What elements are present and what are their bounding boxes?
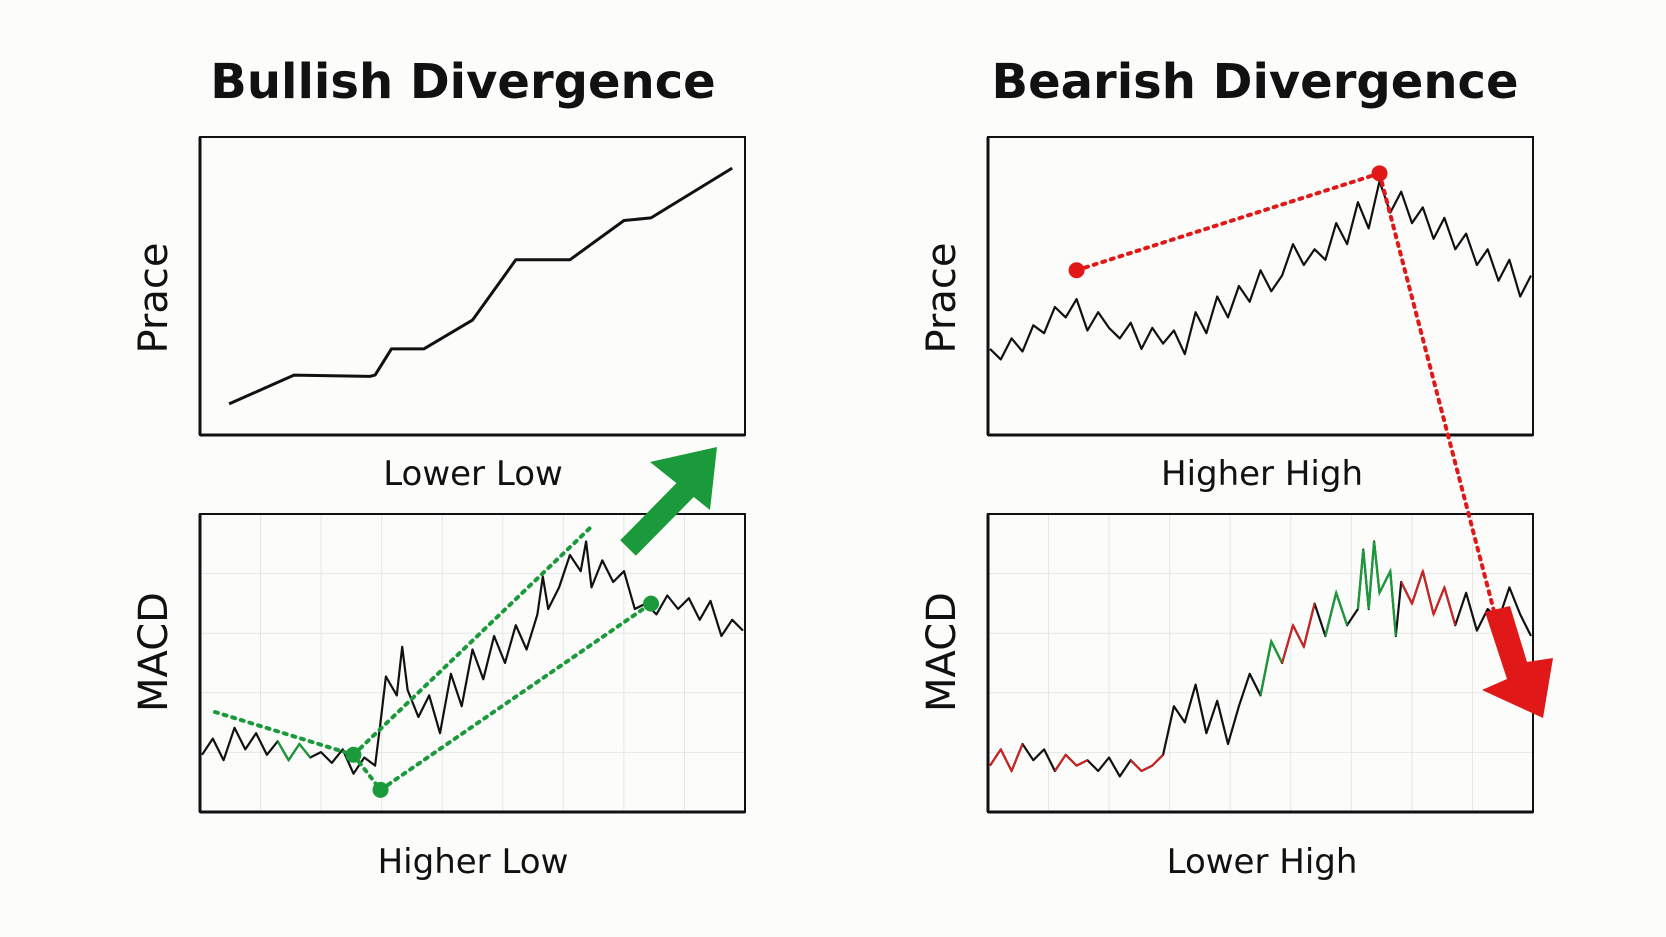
bullish-pivot-point [643,595,660,612]
bullish-divergence-line [378,601,654,792]
plot-frame [987,136,1534,436]
bullish-divergence-line [351,526,592,757]
divergence-annotations [213,165,1553,798]
macd-highlight-segment [989,743,1024,774]
arrow-down-icon [1482,606,1553,718]
bullish-price-xlabel: Lower Low [383,454,563,494]
bearish-divergence-line [1074,171,1382,273]
plot-frame [987,513,1534,813]
bearish-price-plot [986,136,1534,437]
bullish-pivot-point [345,746,362,763]
bullish-macd-ylabel: MACD [131,592,177,712]
bearish-title: Bearish Divergence [991,54,1518,110]
bearish-macd-ylabel: MACD [919,592,965,712]
bearish-price-xlabel: Higher High [1161,454,1363,494]
bullish-pivot-point [372,781,389,798]
macd-highlight-segment [1356,541,1397,637]
plot-frame [199,136,746,436]
arrow-up-right-icon [620,447,717,556]
macd-highlight-segment [1324,588,1349,637]
bullish-price-series-line [228,166,733,406]
bearish-macd-plot [986,513,1534,814]
macd-highlight-segment [1400,567,1457,626]
bearish-price-series-line [989,180,1532,361]
macd-highlight-segment [1130,754,1164,773]
bullish-macd-xlabel: Higher Low [378,842,569,882]
macd-highlight-segment [1259,638,1284,696]
bearish-pivot-point [1068,262,1085,279]
macd-highlight-segment [276,740,312,763]
bullish-macd-series-line [201,540,744,775]
bullish-price-plot [198,136,746,437]
bearish-price-ylabel: Prace [919,243,965,354]
macd-highlight-segment [1281,603,1316,664]
bullish-price-ylabel: Prace [131,243,177,354]
plot-frame [199,513,746,813]
bearish-divergence-line [1377,171,1497,617]
bullish-macd-plot [198,513,746,814]
bearish-macd-series-line [989,540,1532,778]
bearish-macd-xlabel: Lower High [1167,842,1358,882]
bullish-title: Bullish Divergence [210,54,715,110]
macd-highlight-segment [1054,753,1088,772]
bullish-divergence-line [213,710,356,757]
bearish-pivot-point [1371,165,1388,182]
